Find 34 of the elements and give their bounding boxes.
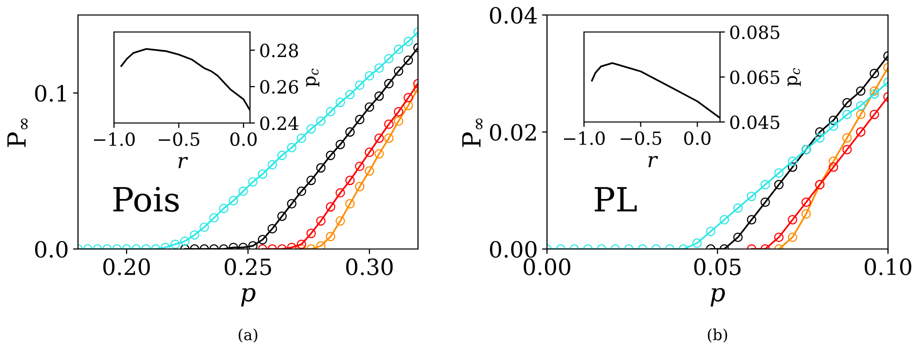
x-axis-title: p bbox=[710, 288, 725, 307]
x-axis-title: r bbox=[178, 157, 188, 168]
text: (b) bbox=[708, 328, 728, 343]
x-tick-label: 0.10 bbox=[864, 258, 912, 276]
x-tick-label: 0.30 bbox=[346, 258, 393, 276]
y2-tick-label: 0.065 bbox=[730, 70, 780, 84]
y-tick-label: 0.00 bbox=[490, 240, 536, 258]
text: (a) bbox=[238, 328, 258, 343]
x-axis-title: p bbox=[241, 288, 256, 307]
x-tick-label: −1.0 bbox=[94, 132, 135, 146]
y2-tick-label: 0.24 bbox=[260, 116, 298, 130]
annotation: PL bbox=[594, 187, 637, 212]
y-axis-title: P$_{∞}$ bbox=[7, 118, 28, 147]
x-tick-label: 0.0 bbox=[230, 132, 257, 146]
y2-axis-title: p$_{c}$ bbox=[787, 68, 801, 86]
x-tick-label: 0.05 bbox=[694, 258, 741, 276]
x-axis-title: r bbox=[648, 156, 658, 168]
annotation: Pois bbox=[113, 186, 179, 212]
y-axis-title: P$_{∞}$ bbox=[462, 118, 482, 147]
x-tick-label: −0.5 bbox=[620, 131, 662, 146]
x-tick-label: 0.0 bbox=[684, 131, 710, 146]
y-tick-label: 0.04 bbox=[490, 6, 537, 24]
x-tick-label: −1.0 bbox=[564, 131, 605, 146]
x-tick-label: 0.00 bbox=[524, 258, 570, 276]
y2-tick-label: 0.045 bbox=[730, 115, 780, 130]
x-tick-label: 0.25 bbox=[224, 258, 272, 276]
y-tick-label: 0.1 bbox=[35, 84, 66, 102]
y-tick-label: 0.02 bbox=[490, 124, 536, 141]
x-tick-label: 0.20 bbox=[103, 258, 150, 276]
x-tick-label: −0.5 bbox=[158, 132, 200, 146]
y2-tick-label: 0.28 bbox=[260, 44, 298, 58]
y2-tick-label: 0.26 bbox=[260, 80, 298, 94]
y2-axis-title: p$_{c}$ bbox=[306, 68, 320, 87]
y2-tick-label: 0.085 bbox=[730, 25, 780, 40]
